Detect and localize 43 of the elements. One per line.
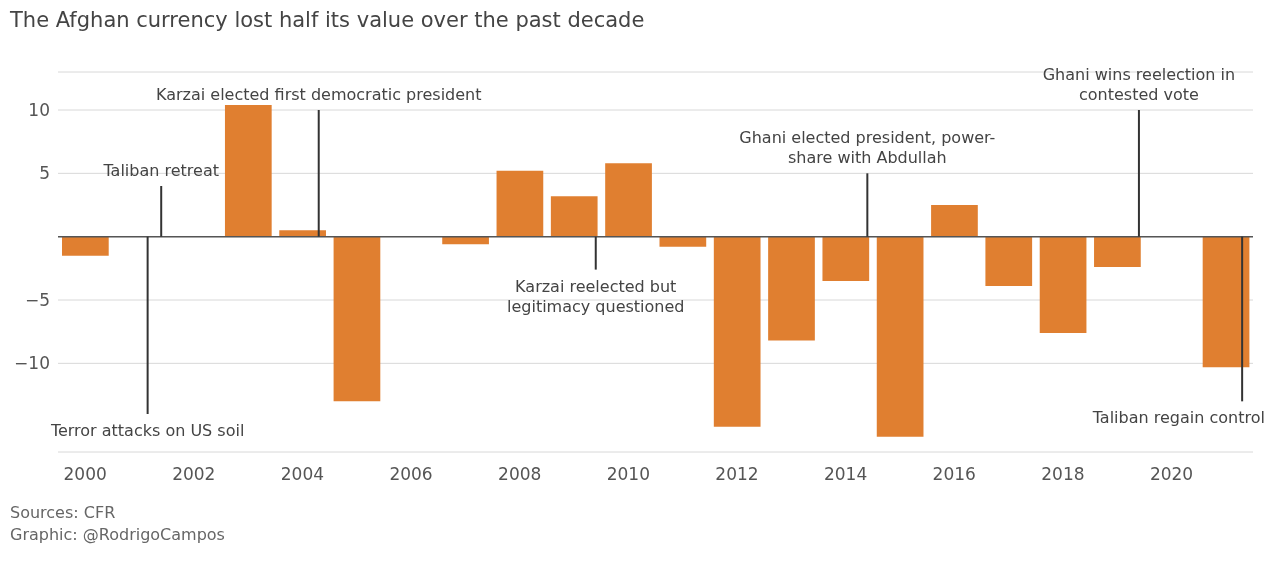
bar	[550, 196, 598, 237]
bar	[442, 236, 489, 245]
bar	[713, 236, 761, 427]
ref-line-label: Ghani elected president, power- share with Abdullah	[739, 128, 996, 168]
y-tick-label: −10	[14, 353, 50, 374]
bar	[876, 236, 924, 437]
bar	[279, 230, 326, 237]
ref-line-label: Ghani wins reelection in contested vote	[1042, 65, 1236, 104]
ref-line-label: Terror attacks on US soil	[49, 421, 245, 440]
x-tick-label: 2016	[932, 464, 976, 485]
bar	[1039, 236, 1087, 333]
bar	[822, 236, 870, 281]
x-tick-label: 2002	[172, 464, 216, 485]
chart-title: The Afghan currency lost half its value over the past decade	[10, 8, 646, 32]
bar	[931, 205, 978, 237]
x-tick-label: 2000	[63, 464, 107, 485]
bar	[1202, 236, 1250, 368]
x-tick-label: 2020	[1149, 464, 1194, 485]
x-tick-label: 2012	[715, 464, 759, 485]
bar	[496, 170, 544, 237]
y-tick-label: −5	[24, 290, 50, 311]
ref-line-label: Karzai elected first democratic president	[155, 85, 482, 104]
y-tick-label: 10	[28, 100, 50, 121]
bar	[1094, 236, 1141, 268]
bar	[659, 236, 707, 247]
x-tick-label: 2008	[498, 464, 542, 485]
x-tick-label: 2006	[389, 464, 433, 485]
bar	[62, 236, 109, 256]
bar	[333, 236, 381, 402]
x-tick-label: 2010	[606, 464, 650, 485]
x-tick-label: 2018	[1041, 464, 1085, 485]
bar	[224, 104, 272, 237]
ref-line-label: Karzai reelected but legitimacy questioned	[507, 276, 685, 316]
bar	[985, 236, 1033, 287]
x-tick-label: 2004	[280, 464, 325, 485]
ref-line-label: Taliban retreat	[102, 161, 219, 180]
source-note: Sources: CFR	[10, 502, 117, 524]
bar	[768, 236, 815, 341]
ref-line-label: Taliban regain control	[1091, 408, 1265, 428]
y-tick-label: 5	[39, 163, 50, 184]
x-tick-label: 2014	[823, 464, 868, 485]
bar	[605, 163, 652, 237]
text: Graphic: @RodrigoCampos	[10, 524, 226, 546]
